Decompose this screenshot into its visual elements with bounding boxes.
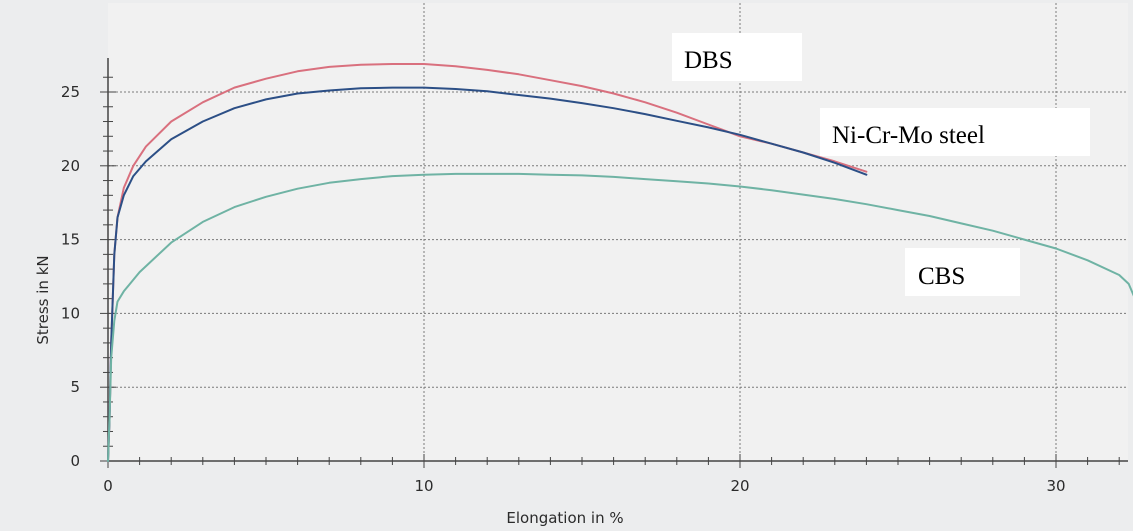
- y-tick-label: 0: [70, 452, 80, 470]
- x-axis-title: Elongation in %: [506, 509, 623, 527]
- annotation-ni-cr-mo-label: Ni-Cr-Mo steel: [832, 122, 985, 149]
- grid: [108, 3, 1128, 461]
- x-tick-label: 0: [103, 477, 113, 495]
- annotation-cbs-label: CBS: [918, 263, 965, 290]
- axes: [100, 58, 1128, 468]
- y-tick-label: 10: [61, 304, 80, 322]
- series-line-ni-cr-mo-steel: [107, 86, 868, 462]
- series-lines: [107, 63, 1133, 462]
- x-tick-label: 10: [414, 477, 433, 495]
- y-tick-label: 15: [61, 231, 80, 249]
- annotation-cbs-box: [905, 248, 1020, 296]
- series-line-dbs: [107, 63, 868, 462]
- x-tick-label: 30: [1046, 477, 1065, 495]
- annotation-dbs-label: DBS: [684, 47, 733, 74]
- annotation-cbs: CBS: [905, 248, 1020, 296]
- y-tick-label: 25: [61, 83, 80, 101]
- annotation-ni-cr-mo: Ni-Cr-Mo steel: [820, 108, 1090, 156]
- annotation-ni-cr-mo-box: [820, 108, 1090, 156]
- annotation-dbs-box: [672, 33, 802, 81]
- series-line-cbs: [107, 172, 1133, 462]
- x-tick-label: 20: [730, 477, 749, 495]
- annotation-dbs: DBS: [672, 33, 802, 81]
- y-tick-label: 5: [70, 378, 80, 396]
- y-axis-title: Stress in kN: [34, 255, 52, 344]
- tick-labels: 0 10 20 30 0 5 10 15 20 25: [61, 83, 1066, 495]
- y-tick-label: 20: [61, 157, 80, 175]
- plot-area: [108, 3, 1128, 461]
